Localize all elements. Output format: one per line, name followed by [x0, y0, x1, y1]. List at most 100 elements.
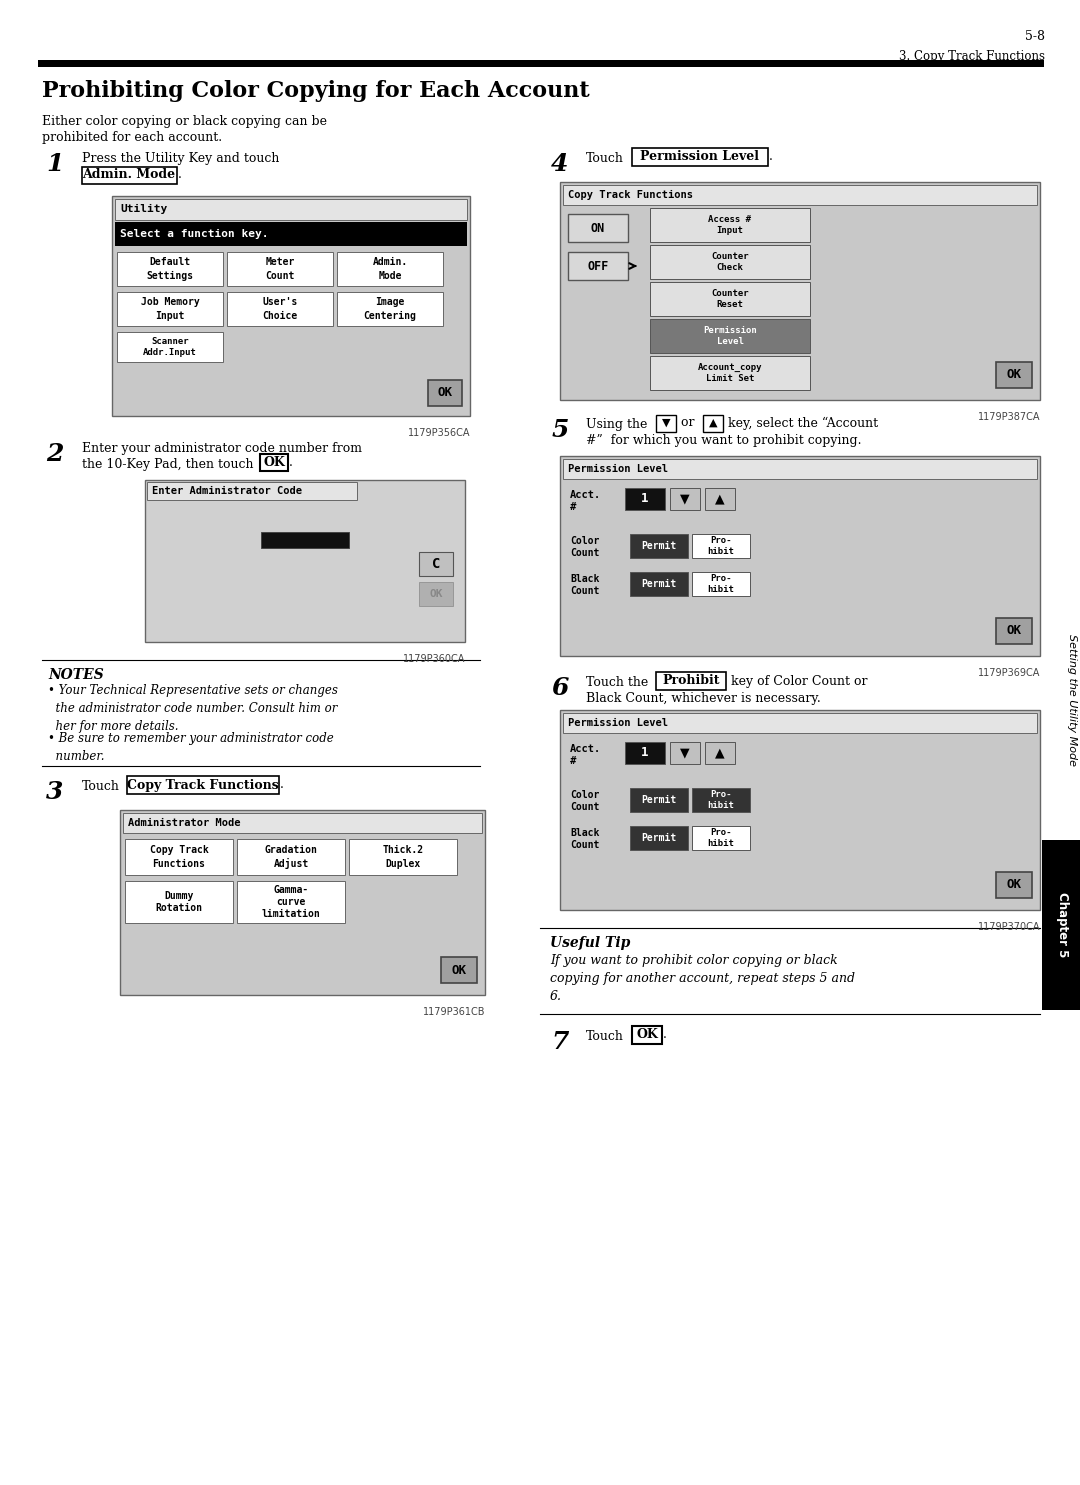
Text: Copy Track
Functions: Copy Track Functions — [150, 845, 208, 869]
Text: 4: 4 — [551, 151, 569, 177]
Text: Permit: Permit — [642, 541, 677, 551]
Text: Account_copy
Limit Set: Account_copy Limit Set — [698, 362, 762, 383]
Bar — [563, 713, 1037, 734]
Text: 1179P370CA: 1179P370CA — [977, 922, 1040, 933]
Bar — [996, 362, 1032, 388]
Bar — [692, 535, 750, 558]
Bar — [127, 777, 279, 794]
Text: #”  for which you want to prohibit copying.: #” for which you want to prohibit copyin… — [586, 434, 862, 447]
Text: 1179P387CA: 1179P387CA — [977, 411, 1040, 422]
Bar — [561, 183, 1040, 399]
Text: ▲: ▲ — [715, 747, 725, 759]
Text: 1179P369CA: 1179P369CA — [977, 668, 1040, 679]
Bar — [114, 221, 467, 247]
Text: Acct.: Acct. — [570, 490, 602, 500]
Text: Thick.2
Duplex: Thick.2 Duplex — [382, 845, 423, 869]
Text: Enter Administrator Code: Enter Administrator Code — [152, 486, 302, 496]
Text: ▲: ▲ — [715, 493, 725, 505]
Bar — [568, 214, 627, 242]
Text: Black
Count: Black Count — [570, 575, 599, 597]
Text: Meter
Count: Meter Count — [266, 257, 295, 281]
Bar — [656, 414, 676, 432]
Bar — [428, 380, 462, 405]
Bar — [632, 148, 768, 166]
Text: Chapter 5: Chapter 5 — [1055, 892, 1068, 958]
Text: Gamma-
curve
limitation: Gamma- curve limitation — [261, 885, 321, 919]
Text: .: . — [663, 1029, 666, 1041]
Text: Access #
Input: Access # Input — [708, 215, 752, 235]
Text: ▲: ▲ — [708, 417, 717, 428]
Text: OK: OK — [1007, 368, 1022, 382]
Text: Utility: Utility — [120, 203, 167, 214]
Text: Prohibiting Color Copying for Each Account: Prohibiting Color Copying for Each Accou… — [42, 80, 590, 102]
Text: 2: 2 — [46, 443, 64, 466]
Text: #: # — [570, 502, 577, 512]
Text: Permit: Permit — [642, 579, 677, 590]
Text: If you want to prohibit color copying or black
copying for another account, repe: If you want to prohibit color copying or… — [550, 953, 855, 1002]
Text: 5-8: 5-8 — [1025, 30, 1045, 43]
Bar — [147, 483, 357, 500]
Bar — [123, 812, 482, 833]
Bar — [112, 196, 470, 416]
Bar — [237, 881, 345, 924]
Text: Administrator Mode: Administrator Mode — [129, 818, 241, 829]
Bar — [117, 333, 222, 362]
Bar — [419, 552, 453, 576]
Text: Pro-
hibit: Pro- hibit — [707, 790, 734, 809]
Text: OK: OK — [437, 386, 453, 399]
Bar — [125, 881, 233, 924]
Bar — [650, 282, 810, 316]
Text: 1: 1 — [642, 493, 649, 505]
Bar — [632, 1026, 662, 1044]
Text: Counter
Reset: Counter Reset — [712, 290, 748, 309]
Bar — [125, 839, 233, 875]
Text: Press the Utility Key and touch: Press the Utility Key and touch — [82, 151, 280, 165]
Text: • Be sure to remember your administrator code
  number.: • Be sure to remember your administrator… — [48, 732, 334, 763]
Text: Pro-
hibit: Pro- hibit — [707, 536, 734, 555]
Bar — [227, 293, 333, 327]
Text: 7: 7 — [551, 1031, 569, 1054]
Text: Gradation
Adjust: Gradation Adjust — [265, 845, 318, 869]
Bar — [692, 572, 750, 595]
Text: Admin. Mode: Admin. Mode — [82, 168, 176, 181]
Bar — [705, 489, 735, 509]
Bar — [650, 245, 810, 279]
Text: 3: 3 — [46, 780, 64, 803]
Text: 1: 1 — [642, 747, 649, 759]
Text: C: C — [432, 557, 441, 572]
Bar — [337, 293, 443, 327]
Bar — [692, 789, 750, 812]
Bar — [117, 252, 222, 287]
Text: Touch: Touch — [82, 780, 120, 793]
Text: Color
Count: Color Count — [570, 536, 599, 558]
Text: Select a function key.: Select a function key. — [120, 229, 269, 239]
Bar — [656, 673, 726, 691]
Text: OK: OK — [264, 456, 285, 468]
Bar — [625, 742, 665, 763]
Text: 1: 1 — [46, 151, 64, 177]
Text: 1179P361CB: 1179P361CB — [422, 1007, 485, 1017]
Text: Black Count, whichever is necessary.: Black Count, whichever is necessary. — [586, 692, 821, 705]
Bar — [563, 459, 1037, 480]
Text: Permit: Permit — [642, 794, 677, 805]
Text: Using the: Using the — [586, 417, 651, 431]
Text: Touch: Touch — [586, 1031, 624, 1042]
Text: Scanner
Addr.Input: Scanner Addr.Input — [144, 337, 197, 358]
Text: key, select the “Account: key, select the “Account — [724, 416, 878, 429]
Text: Permission Level: Permission Level — [640, 150, 759, 163]
Text: Job Memory
Input: Job Memory Input — [140, 297, 200, 321]
Bar — [337, 252, 443, 287]
Text: Default
Settings: Default Settings — [147, 257, 193, 281]
Text: Copy Track Functions: Copy Track Functions — [127, 778, 279, 792]
Text: ▼: ▼ — [680, 747, 690, 759]
Bar — [227, 252, 333, 287]
Bar — [650, 356, 810, 391]
Text: 3. Copy Track Functions: 3. Copy Track Functions — [899, 50, 1045, 62]
Bar — [650, 319, 810, 353]
Text: Useful Tip: Useful Tip — [550, 936, 631, 950]
Text: or: or — [677, 416, 699, 429]
Text: Admin.
Mode: Admin. Mode — [373, 257, 407, 281]
Text: Pro-
hibit: Pro- hibit — [707, 829, 734, 848]
Bar — [568, 252, 627, 281]
Text: User's
Choice: User's Choice — [262, 297, 298, 321]
